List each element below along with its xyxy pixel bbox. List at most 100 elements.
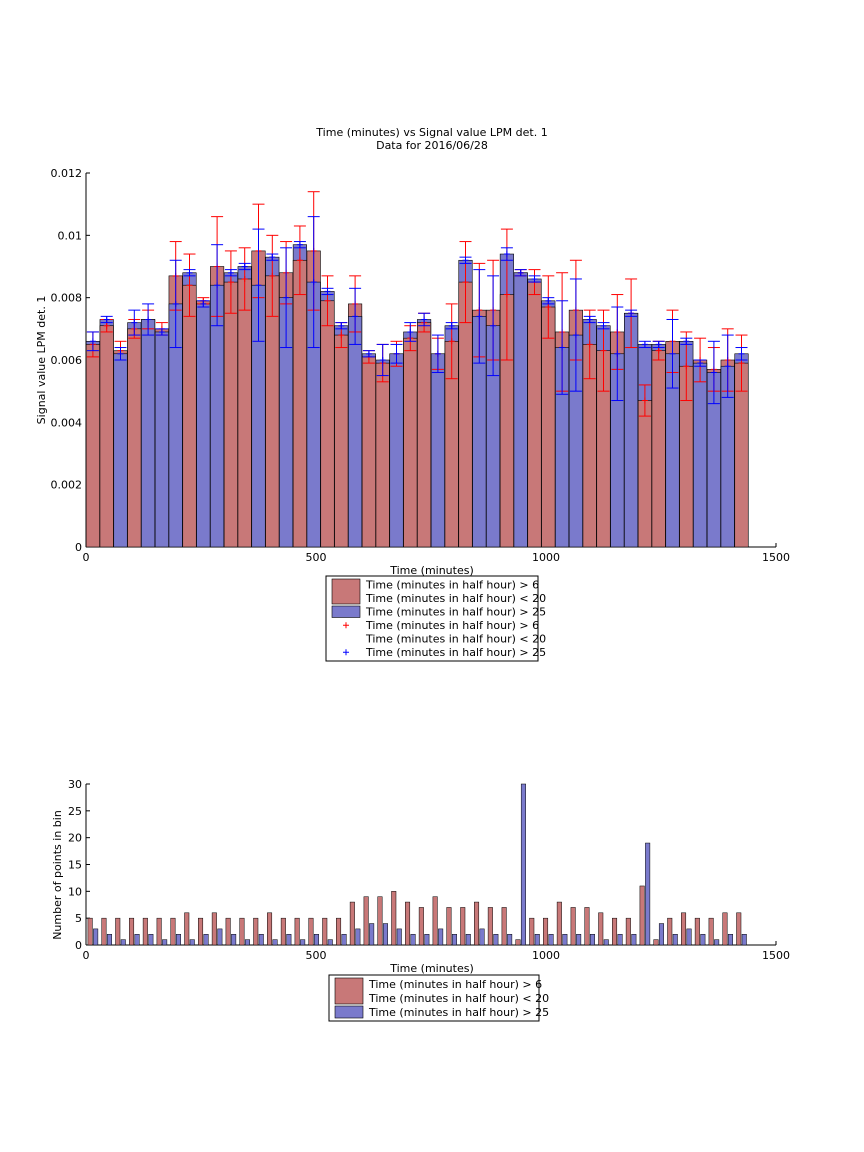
- series-blue-marker: [103, 316, 110, 323]
- series-red-marker: [462, 279, 469, 286]
- count-bar-red: [460, 907, 466, 946]
- x-tick-label: 0: [83, 949, 90, 962]
- series-blue-marker: [352, 313, 359, 320]
- count-bar-blue: [576, 934, 582, 946]
- bar-red: [99, 325, 114, 548]
- count-bar-red: [142, 917, 148, 946]
- count-bar-red: [377, 896, 383, 946]
- bar-red: [417, 322, 432, 548]
- bar-red: [127, 328, 142, 548]
- series-blue-marker: [186, 269, 193, 276]
- count-bar-red: [515, 939, 521, 946]
- series-blue-marker: [241, 263, 248, 270]
- x-tick-label: 1000: [532, 949, 560, 962]
- series-blue-marker: [697, 360, 704, 367]
- count-bar-blue: [148, 934, 154, 946]
- series-red-marker: [448, 338, 455, 345]
- count-bar-red: [722, 912, 728, 946]
- legend-label: Time (minutes in half hour) < 20: [368, 992, 549, 1005]
- series-blue-marker: [517, 269, 524, 276]
- bar-red: [361, 356, 376, 548]
- series-blue-marker: [407, 328, 414, 335]
- count-bar-red: [87, 917, 93, 946]
- series-blue-marker: [421, 316, 428, 323]
- series-blue-marker: [434, 350, 441, 357]
- count-bar-blue: [631, 934, 637, 946]
- count-bar-blue: [134, 934, 140, 946]
- bar-red: [182, 284, 197, 548]
- series-blue-marker: [586, 316, 593, 323]
- series-blue-marker: [310, 279, 317, 286]
- count-bar-blue: [438, 928, 444, 946]
- count-bar-red: [432, 896, 438, 946]
- series-red-marker: [503, 291, 510, 298]
- y-tick-label: 10: [68, 885, 82, 898]
- count-bar-blue: [520, 783, 526, 946]
- legend-label: Time (minutes in half hour) > 25: [365, 646, 546, 659]
- series-blue-marker: [503, 251, 510, 258]
- series-blue-marker: [531, 275, 538, 282]
- series-red-marker: [269, 272, 276, 279]
- bar-blue: [348, 316, 363, 548]
- legend-swatch: [334, 1005, 364, 1019]
- count-bar-blue: [727, 934, 733, 946]
- count-bar-blue: [189, 939, 195, 946]
- series-blue-marker: [448, 322, 455, 329]
- count-bar-red: [584, 907, 590, 946]
- count-bar-red: [418, 907, 424, 946]
- count-bar-blue: [231, 934, 237, 946]
- count-bar-blue: [382, 923, 388, 946]
- series-red-marker: [683, 363, 690, 370]
- series-blue-marker: [628, 310, 635, 317]
- series-red-marker: [600, 347, 607, 354]
- count-bar-blue: [341, 934, 347, 946]
- top-ylabel: Signal value LPM det. 1: [35, 296, 48, 425]
- count-bar-blue: [562, 934, 568, 946]
- bar-red: [223, 281, 238, 548]
- series-blue-marker: [365, 350, 372, 357]
- count-bar-blue: [300, 939, 306, 946]
- series-blue-marker: [476, 313, 483, 320]
- series-blue-marker: [738, 350, 745, 357]
- count-bar-blue: [672, 934, 678, 946]
- legend-swatch: [334, 977, 364, 1005]
- y-tick-label: 20: [68, 832, 82, 845]
- series-blue-marker: [600, 322, 607, 329]
- bar-blue: [513, 272, 528, 548]
- bar-blue: [693, 362, 708, 548]
- count-bar-blue: [244, 939, 250, 946]
- count-bar-red: [639, 885, 645, 946]
- count-bar-red: [211, 912, 217, 946]
- count-bar-red: [446, 907, 452, 946]
- legend-label: Time (minutes in half hour) < 20: [365, 633, 546, 646]
- count-bar-red: [170, 917, 176, 946]
- series-blue-marker: [379, 357, 386, 363]
- top-xlabel: Time (minutes): [389, 564, 474, 577]
- count-bar-blue: [714, 939, 720, 946]
- x-tick-label: 500: [306, 551, 327, 564]
- count-bar-blue: [507, 934, 513, 946]
- legend-label: Time (minutes in half hour) < 20: [365, 592, 546, 605]
- count-bar-blue: [162, 939, 168, 946]
- bar-red: [403, 337, 418, 548]
- bar-red: [651, 350, 666, 548]
- count-bar-red: [101, 917, 107, 946]
- series-red-marker: [338, 332, 345, 339]
- bar-red: [334, 334, 349, 548]
- count-bar-red: [487, 907, 493, 946]
- count-bar-blue: [120, 939, 126, 946]
- count-bar-blue: [493, 934, 499, 946]
- bar-red: [527, 281, 542, 548]
- legend-label: Time (minutes in half hour) > 6: [368, 978, 542, 991]
- y-tick-label: 0.012: [51, 167, 83, 180]
- count-bar-blue: [424, 934, 430, 946]
- count-bar-red: [115, 917, 121, 946]
- y-tick-label: 0: [75, 541, 82, 554]
- series-blue-marker: [269, 254, 276, 261]
- legend-swatch: [331, 605, 361, 618]
- series-red-marker: [241, 275, 248, 282]
- count-bar-red: [253, 917, 259, 946]
- count-bar-blue: [175, 934, 181, 946]
- series-blue-marker: [559, 344, 566, 351]
- count-bar-red: [308, 917, 314, 946]
